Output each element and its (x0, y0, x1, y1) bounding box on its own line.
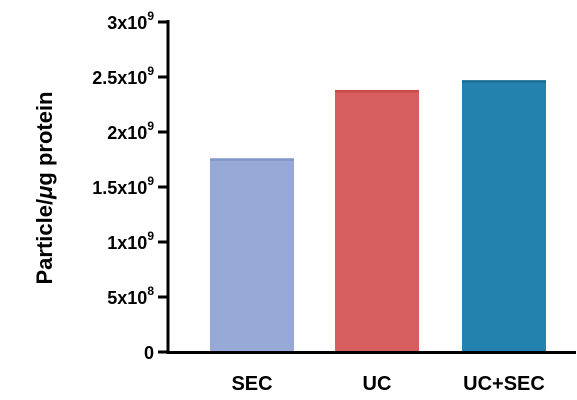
y-tick-label-exponent: 9 (147, 64, 154, 78)
y-tick-label: 0 (144, 343, 154, 363)
y-tick-label-exponent: 9 (147, 229, 154, 243)
bar-uc-sec (462, 81, 546, 353)
y-tick-label: 3x109 (107, 9, 154, 33)
y-tick-label-exponent: 9 (147, 9, 154, 23)
y-axis-title-mu: μ (32, 186, 57, 200)
y-tick-label-exponent: 9 (147, 174, 154, 188)
bars-group (210, 80, 546, 353)
y-tick-label: 5x108 (107, 284, 154, 308)
bar-uc (335, 91, 419, 353)
y-tick-label-exponent: 8 (147, 284, 154, 298)
y-axis-title: Particle/μg protein (32, 92, 57, 285)
y-tick-label-base: 2.5x10 (92, 68, 147, 88)
y-tick-label-exponent: 9 (147, 119, 154, 133)
y-tick-label: 1.5x109 (92, 174, 154, 198)
y-axis-title-suffix: g protein (32, 92, 57, 186)
y-tick-label-base: 3x10 (107, 13, 147, 33)
y-tick-label-base: 1x10 (107, 233, 147, 253)
y-tick-label-base: 1.5x10 (92, 178, 147, 198)
bar-sec (210, 159, 294, 352)
y-tick-label: 2x109 (107, 119, 154, 143)
x-tick-label-uc-sec: UC+SEC (463, 373, 545, 395)
y-tick-label: 2.5x109 (92, 64, 154, 88)
x-tick-label-sec: SEC (231, 373, 272, 395)
y-axis-title-prefix: Particle/ (32, 199, 57, 285)
y-tick-label-base: 5x10 (107, 288, 147, 308)
x-tick-label-uc: UC (363, 373, 392, 395)
y-tick-label-base: 2x10 (107, 123, 147, 143)
y-tick-label: 1x109 (107, 229, 154, 253)
y-tick-label-base: 0 (144, 343, 154, 363)
x-axis-labels: SEC UC UC+SEC (231, 373, 544, 395)
